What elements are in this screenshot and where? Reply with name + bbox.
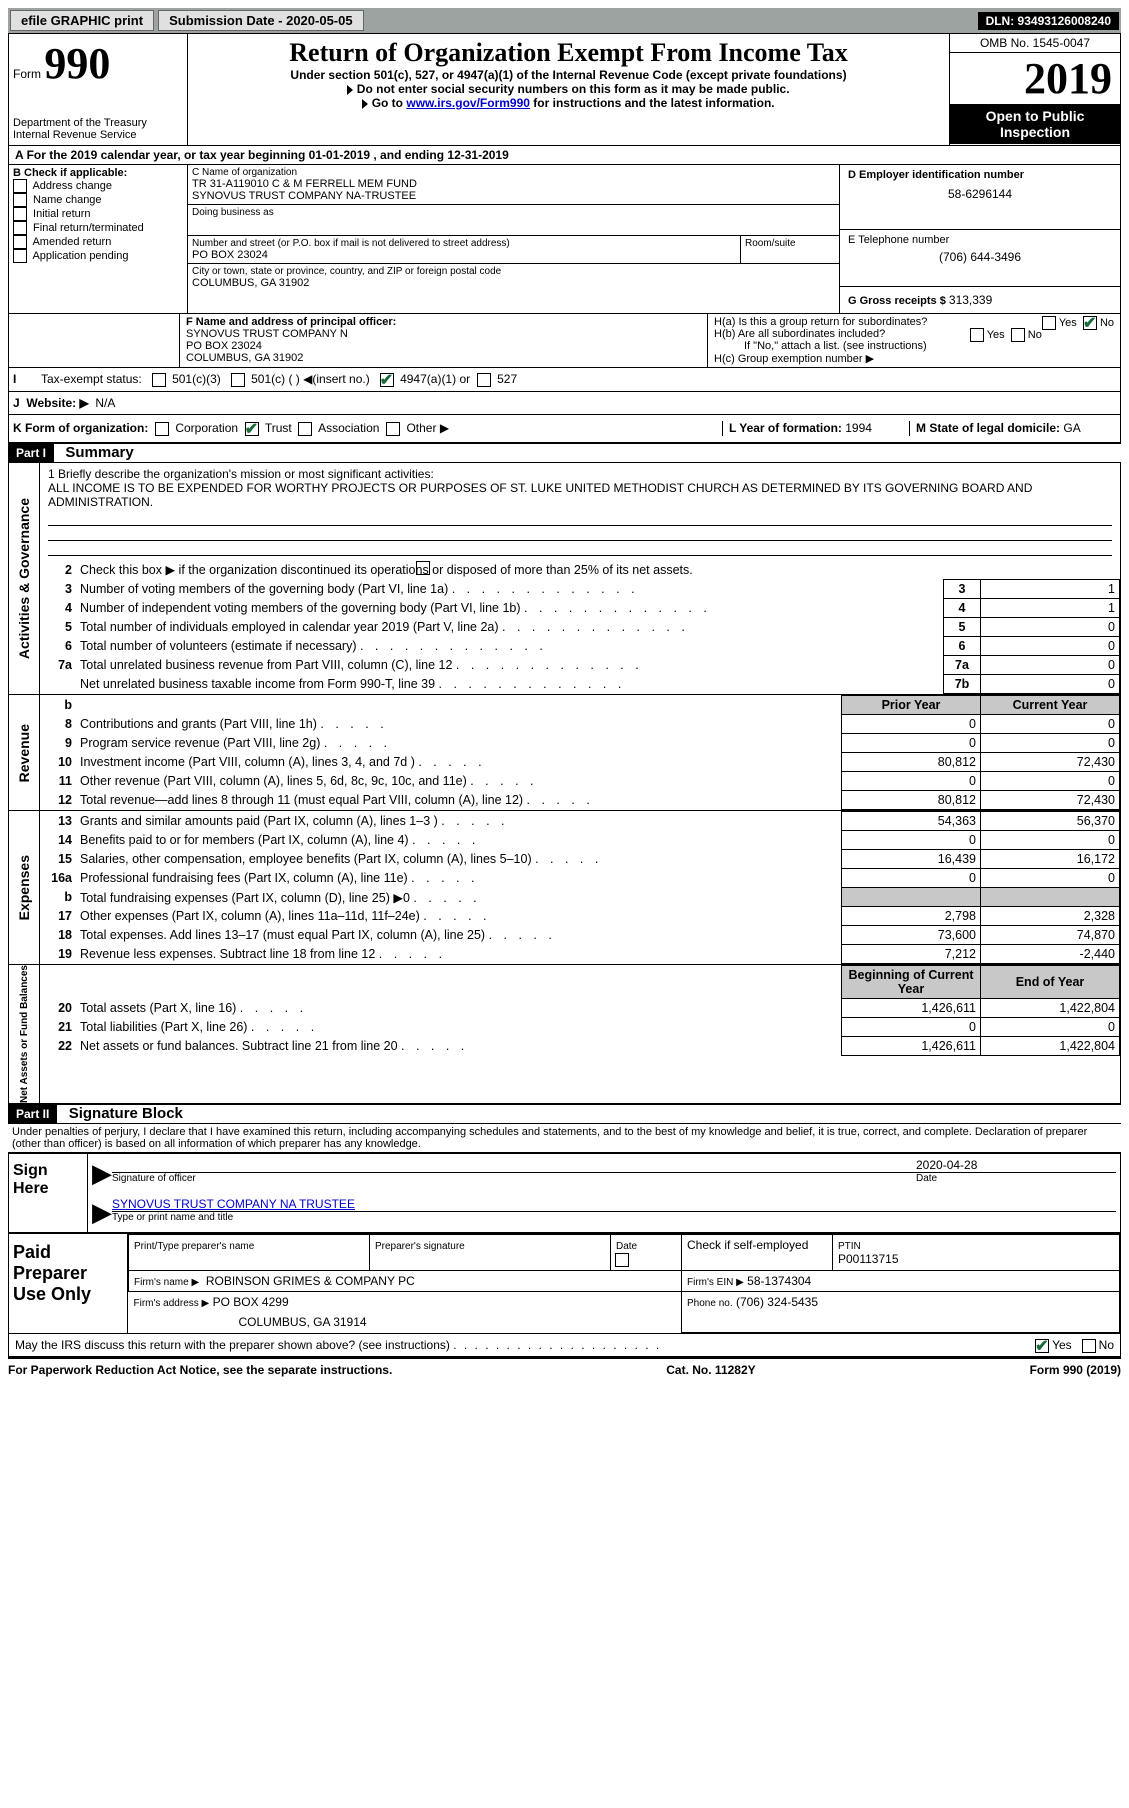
room-label: Room/suite bbox=[745, 238, 835, 249]
paperwork-notice: For Paperwork Reduction Act Notice, see … bbox=[8, 1363, 392, 1377]
mission-label: 1 Briefly describe the organization's mi… bbox=[48, 467, 1112, 481]
street-value: PO BOX 23024 bbox=[192, 249, 736, 261]
officer-name-value: SYNOVUS TRUST COMPANY NA TRUSTEE bbox=[112, 1197, 1116, 1212]
sig-officer-label: Signature of officer bbox=[112, 1173, 908, 1184]
year-formation-label: L Year of formation: bbox=[729, 421, 845, 435]
officer-line3: COLUMBUS, GA 31902 bbox=[186, 352, 701, 364]
assoc-checkbox[interactable] bbox=[298, 422, 312, 436]
dba-label: Doing business as bbox=[192, 207, 835, 218]
open-public-badge: Open to Public Inspection bbox=[950, 104, 1120, 144]
irs-label: Internal Revenue Service bbox=[13, 129, 183, 141]
h-c-label: H(c) Group exemption number ▶ bbox=[714, 352, 1114, 365]
self-employed-checkbox[interactable] bbox=[615, 1253, 629, 1267]
form-title: Return of Organization Exempt From Incom… bbox=[196, 38, 941, 68]
phone-label: E Telephone number bbox=[848, 234, 1112, 246]
tax-exempt-label: Tax-exempt status: bbox=[41, 372, 142, 386]
hb-no-checkbox[interactable] bbox=[1011, 328, 1025, 342]
website-label: Website: ▶ bbox=[26, 396, 88, 410]
sig-date-value: 2020-04-28 bbox=[908, 1158, 1116, 1173]
501c-checkbox[interactable] bbox=[231, 373, 245, 387]
street-label: Number and street (or P.O. box if mail i… bbox=[192, 238, 736, 249]
revenue-label: Revenue bbox=[16, 724, 32, 782]
net-assets-label: Net Assets or Fund Balances bbox=[19, 965, 30, 1103]
paid-preparer-label: Paid Preparer Use Only bbox=[9, 1234, 128, 1332]
hb-yes-checkbox[interactable] bbox=[970, 328, 984, 342]
tax-year-line: A For the 2019 calendar year, or tax yea… bbox=[8, 146, 1121, 165]
submission-date-label: Submission Date - 2020-05-05 bbox=[158, 10, 364, 31]
form-footer: Form 990 (2019) bbox=[1030, 1363, 1121, 1377]
ha-no-checkbox[interactable] bbox=[1083, 316, 1097, 330]
omb-number: OMB No. 1545-0047 bbox=[950, 34, 1120, 53]
activities-governance-label: Activities & Governance bbox=[16, 498, 32, 659]
boxb-checkbox[interactable] bbox=[13, 221, 27, 235]
city-label: City or town, state or province, country… bbox=[192, 266, 835, 277]
org-name-2: SYNOVUS TRUST COMPANY NA-TRUSTEE bbox=[192, 190, 835, 202]
trust-checkbox[interactable] bbox=[245, 422, 259, 436]
sig-date-label: Date bbox=[908, 1173, 1116, 1184]
h-b-label: H(b) Are all subordinates included? bbox=[714, 328, 885, 340]
part1-title: Summary bbox=[65, 444, 133, 461]
jurat-text: Under penalties of perjury, I declare th… bbox=[8, 1124, 1121, 1152]
corp-checkbox[interactable] bbox=[155, 422, 169, 436]
other-checkbox[interactable] bbox=[386, 422, 400, 436]
part1-header: Part I bbox=[8, 444, 54, 462]
goto-post: for instructions and the latest informat… bbox=[530, 96, 775, 110]
gross-receipts-value: 313,339 bbox=[949, 293, 992, 307]
firm-name: ROBINSON GRIMES & COMPANY PC bbox=[206, 1274, 415, 1288]
form-org-label: K Form of organization: bbox=[13, 421, 148, 435]
officer-line1: SYNOVUS TRUST COMPANY N bbox=[186, 328, 701, 340]
501c3-checkbox[interactable] bbox=[152, 373, 166, 387]
cat-number: Cat. No. 11282Y bbox=[666, 1363, 755, 1377]
state-domicile-label: M State of legal domicile: bbox=[916, 421, 1063, 435]
h-b-note: If "No," attach a list. (see instruction… bbox=[714, 340, 1114, 352]
boxb-checkbox[interactable] bbox=[13, 235, 27, 249]
sign-here-label: Sign Here bbox=[9, 1154, 88, 1232]
ein-value: 58-6296144 bbox=[848, 187, 1112, 201]
boxb-checkbox[interactable] bbox=[13, 193, 27, 207]
boxb-checkbox[interactable] bbox=[13, 207, 27, 221]
boxb-checkbox[interactable] bbox=[13, 249, 27, 263]
form-subtitle: Under section 501(c), 527, or 4947(a)(1)… bbox=[196, 68, 941, 82]
ssn-warning: Do not enter social security numbers on … bbox=[357, 82, 790, 96]
boxb-checkbox[interactable] bbox=[13, 179, 27, 193]
h-a-label: H(a) Is this a group return for subordin… bbox=[714, 316, 927, 328]
top-toolbar: efile GRAPHIC print Submission Date - 20… bbox=[8, 8, 1121, 33]
form-number: 990 bbox=[44, 39, 110, 88]
goto-pre: Go to bbox=[372, 96, 407, 110]
expenses-label: Expenses bbox=[16, 855, 32, 920]
discontinued-checkbox[interactable] bbox=[416, 561, 430, 575]
officer-label: F Name and address of principal officer: bbox=[186, 316, 701, 328]
irs-link[interactable]: www.irs.gov/Form990 bbox=[406, 96, 530, 110]
gross-receipts-label: G Gross receipts $ bbox=[848, 295, 949, 307]
part2-header: Part II bbox=[8, 1105, 57, 1123]
officer-line2: PO BOX 23024 bbox=[186, 340, 701, 352]
discuss-yes-checkbox[interactable] bbox=[1035, 1339, 1049, 1353]
ein-label: D Employer identification number bbox=[848, 169, 1112, 181]
website-value: N/A bbox=[95, 396, 115, 410]
dept-treasury: Department of the Treasury bbox=[13, 117, 183, 129]
527-checkbox[interactable] bbox=[477, 373, 491, 387]
org-name-label: C Name of organization bbox=[192, 167, 835, 178]
mission-text: ALL INCOME IS TO BE EXPENDED FOR WORTHY … bbox=[48, 481, 1112, 509]
city-value: COLUMBUS, GA 31902 bbox=[192, 277, 835, 289]
section-b-label: B Check if applicable: bbox=[13, 167, 183, 179]
form-header: Form 990 Department of the Treasury Inte… bbox=[8, 33, 1121, 146]
phone-value: (706) 644-3496 bbox=[848, 250, 1112, 264]
dln-label: DLN: 93493126008240 bbox=[978, 12, 1119, 30]
discuss-label: May the IRS discuss this return with the… bbox=[15, 1338, 450, 1352]
discuss-no-checkbox[interactable] bbox=[1082, 1339, 1096, 1353]
efile-print-button[interactable]: efile GRAPHIC print bbox=[10, 10, 154, 31]
4947-checkbox[interactable] bbox=[380, 373, 394, 387]
form-word: Form bbox=[13, 67, 41, 81]
org-name-1: TR 31-A119010 C & M FERRELL MEM FUND bbox=[192, 178, 835, 190]
name-title-label: Type or print name and title bbox=[112, 1212, 1116, 1223]
ha-yes-checkbox[interactable] bbox=[1042, 316, 1056, 330]
part2-title: Signature Block bbox=[69, 1105, 183, 1122]
tax-year: 2019 bbox=[950, 53, 1120, 104]
